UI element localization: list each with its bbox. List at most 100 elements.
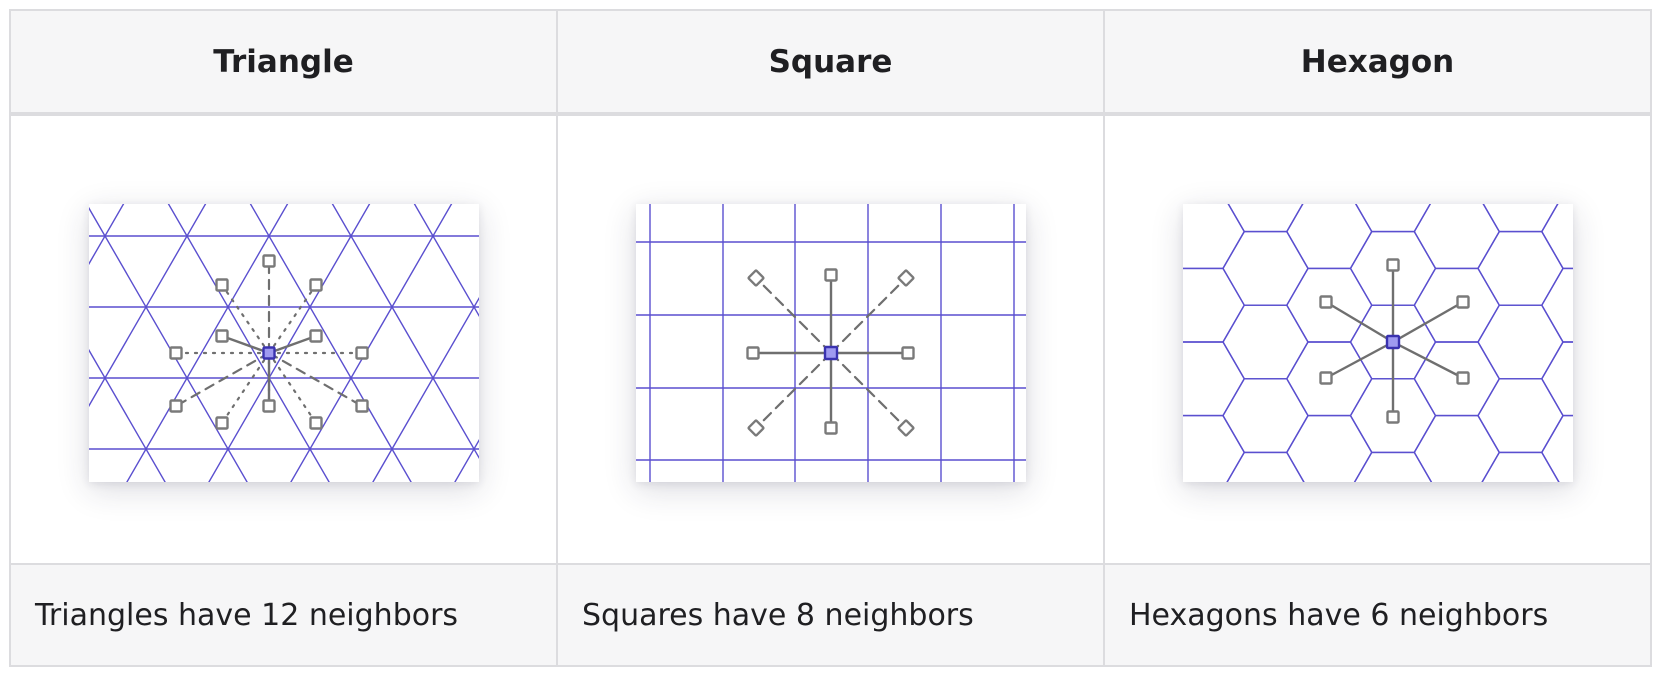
triangle-grid-line xyxy=(88,348,166,482)
triangle-neighbor-cell xyxy=(354,345,369,360)
triangle-dotted-connector xyxy=(267,283,317,354)
caption-row: Triangles have 12 neighbors Squares have… xyxy=(9,563,1652,667)
square-neighbor-cell xyxy=(823,267,838,282)
hexagon-diagram xyxy=(1182,203,1573,482)
triangle-grid-line xyxy=(88,203,124,265)
triangle-neighbor-cell xyxy=(168,398,183,413)
triangle-solid-connector xyxy=(267,334,317,354)
caption-triangle: Triangles have 12 neighbors xyxy=(9,563,558,667)
hexagon-neighbor-cell xyxy=(1318,294,1333,309)
triangle-center-cell xyxy=(261,345,276,360)
triangle-grid-line xyxy=(433,204,479,482)
square-diagonal-neighbor-cell xyxy=(896,268,915,287)
hexagon-grid-cell xyxy=(1285,203,1373,269)
triangle-cell xyxy=(9,113,558,565)
hexagon-grid-cell xyxy=(1540,267,1573,343)
hexagon-grid-cell xyxy=(1182,203,1245,269)
hexagon-solid-connector xyxy=(1324,340,1394,379)
triangle-solid-connector xyxy=(220,334,270,354)
square-dashed-connector xyxy=(754,351,832,429)
hexagon-grid-cell xyxy=(1182,340,1245,416)
square-dashed-connector xyxy=(829,276,907,354)
hexagon-grid-cell xyxy=(1540,203,1573,269)
triangle-grid-line xyxy=(167,203,330,482)
diagram-row xyxy=(9,113,1652,565)
header-hexagon: Hexagon xyxy=(1103,9,1652,116)
square-diagram xyxy=(635,203,1026,482)
triangle-neighbor-cell xyxy=(214,328,229,343)
triangle-dashed-connector xyxy=(267,351,363,407)
neighbors-comparison-table: Triangle Square Hexagon Tri xyxy=(9,9,1652,667)
triangle-grid-line xyxy=(88,203,206,407)
hexagon-grid-cell xyxy=(1540,340,1573,416)
triangle-grid-line xyxy=(289,203,452,482)
square-diagonal-neighbor-cell xyxy=(746,268,765,287)
square-dashed-connector xyxy=(754,276,832,354)
hexagon-grid-cell xyxy=(1182,267,1245,343)
square-grid-diagram xyxy=(635,203,1026,482)
hexagon-center-cell xyxy=(1385,334,1400,349)
triangle-neighbor-cell xyxy=(214,277,229,292)
hexagon-grid-cell xyxy=(1285,414,1373,482)
hexagon-grid-cell xyxy=(1412,414,1500,482)
hexagon-grid-cell xyxy=(1476,304,1564,379)
triangle-neighbor-cell xyxy=(308,415,323,430)
square-diagonal-neighbor-cell xyxy=(896,418,915,437)
triangle-grid-diagram xyxy=(88,203,479,482)
hexagon-neighbor-cell xyxy=(1385,257,1400,272)
triangle-neighbor-cell xyxy=(214,415,229,430)
triangle-neighbor-cell xyxy=(354,398,369,413)
hexagon-grid-cell xyxy=(1476,230,1564,306)
hexagon-grid-cell xyxy=(1476,377,1564,453)
triangle-neighbor-cell xyxy=(168,345,183,360)
triangle-neighbor-cell xyxy=(308,277,323,292)
header-triangle: Triangle xyxy=(9,9,558,116)
triangle-grid-line xyxy=(413,203,479,317)
hexagon-neighbor-cell xyxy=(1455,370,1470,385)
caption-hexagon: Hexagons have 6 neighbors xyxy=(1103,563,1652,667)
triangle-grid-line xyxy=(88,206,248,482)
hexagon-neighbor-cell xyxy=(1385,409,1400,424)
triangle-grid-line xyxy=(371,296,479,482)
caption-square: Squares have 8 neighbors xyxy=(556,563,1105,667)
triangle-grid-line xyxy=(89,204,135,482)
hexagon-solid-connector xyxy=(1324,300,1394,343)
hexagon-grid-cell xyxy=(1221,304,1309,379)
triangle-dotted-connector xyxy=(267,351,317,424)
hexagon-grid-cell xyxy=(1182,414,1245,482)
hexagon-neighbor-cell xyxy=(1455,294,1470,309)
header-square: Square xyxy=(556,9,1105,116)
triangle-neighbor-cell xyxy=(261,398,276,413)
header-row: Triangle Square Hexagon xyxy=(9,9,1652,116)
triangle-grid-line xyxy=(453,438,479,482)
triangle-dashed-connector xyxy=(174,351,270,407)
hexagon-solid-connector xyxy=(1391,340,1464,379)
triangle-grid-line xyxy=(125,203,288,482)
square-neighbor-cell xyxy=(823,420,838,435)
triangle-diagram xyxy=(88,203,479,482)
triangle-grid-line xyxy=(249,203,412,482)
hexagon-cell xyxy=(1103,113,1652,565)
hexagon-solid-connector xyxy=(1391,300,1464,343)
hexagon-grid-cell xyxy=(1221,230,1309,306)
triangle-dotted-connector xyxy=(220,351,270,424)
triangle-grid-line xyxy=(89,204,105,482)
square-center-cell xyxy=(823,345,838,360)
triangle-grid-line xyxy=(207,203,370,482)
triangle-neighbor-cell xyxy=(308,328,323,343)
square-neighbor-cell xyxy=(745,345,760,360)
square-cell xyxy=(556,113,1105,565)
grid-lines xyxy=(88,203,479,482)
hexagon-grid-cell xyxy=(1221,377,1309,453)
square-diagonal-neighbor-cell xyxy=(746,418,765,437)
triangle-dotted-connector xyxy=(220,283,270,354)
hexagon-grid-cell xyxy=(1412,203,1500,269)
hexagon-neighbor-cell xyxy=(1318,370,1333,385)
grid-lines xyxy=(1182,203,1573,482)
hexagon-grid-diagram xyxy=(1182,203,1573,482)
square-neighbor-cell xyxy=(900,345,915,360)
square-dashed-connector xyxy=(829,351,907,429)
triangle-grid-line xyxy=(331,203,479,459)
hexagon-grid-cell xyxy=(1540,414,1573,482)
triangle-neighbor-cell xyxy=(261,253,276,268)
